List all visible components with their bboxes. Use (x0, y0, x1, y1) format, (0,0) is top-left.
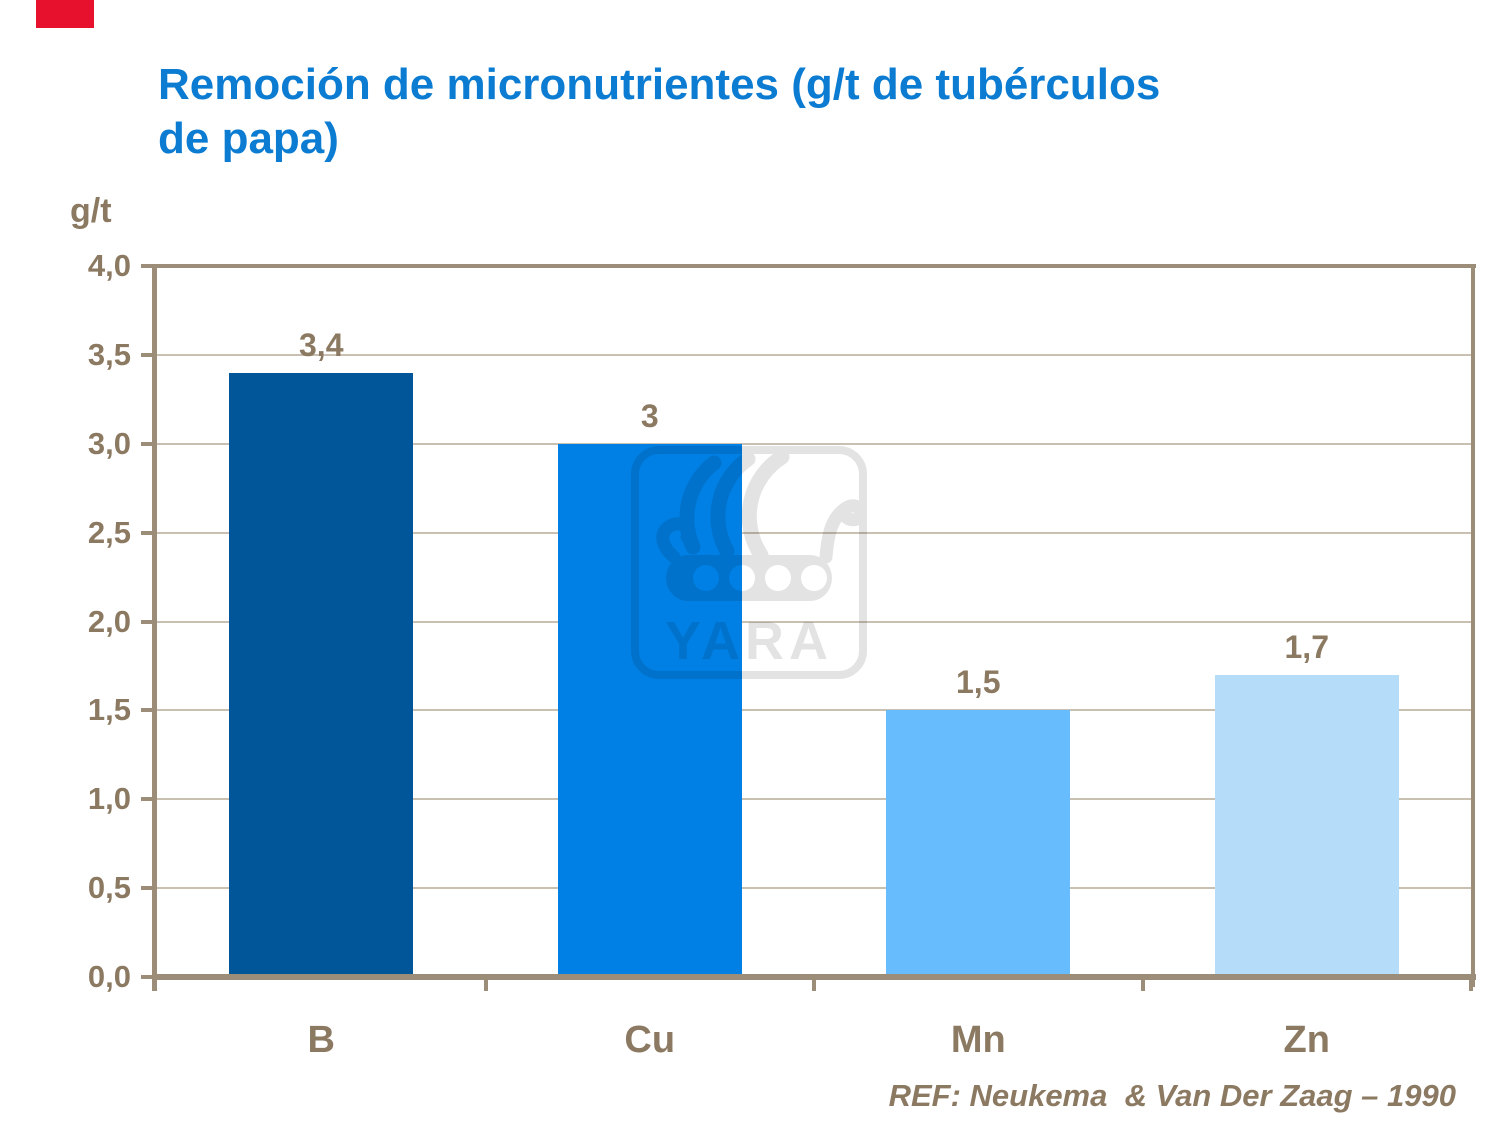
gridline-1,5 (157, 709, 1471, 712)
y-tick-label-1,0: 1,0 (87, 781, 131, 817)
y-tick-label-1,5: 1,5 (87, 692, 131, 728)
viking-ship-sail-icon (710, 451, 756, 559)
plot-border-right (1471, 264, 1475, 987)
viking-ship-stern-icon (819, 499, 867, 564)
category-label-b: B (307, 1019, 335, 1061)
gridline-2,5 (157, 531, 1471, 534)
y-axis-tick-3,5 (141, 352, 157, 357)
bar-mn (886, 710, 1071, 977)
viking-ship-hull-icon (666, 555, 832, 601)
category-label-mn: Mn (950, 1019, 1006, 1061)
yara-watermark-border (631, 446, 867, 679)
y-tick-label-3,5: 3,5 (87, 336, 131, 372)
y-axis-tick-2,5 (141, 530, 157, 535)
gridline-2,0 (157, 620, 1471, 623)
y-axis-tick-1,5 (141, 708, 157, 713)
plot-area: YARA 0,0 0,5 1,0 1,5 2,0 2,5 3,0 3,5 4,0 3,4 B 3 Cu 1… (88, 249, 1476, 1061)
y-tick-label-0,0: 0,0 (87, 959, 131, 994)
gridline-1,0 (157, 798, 1471, 801)
y-axis-tick-3,0 (141, 441, 157, 446)
y-axis-unit-label: g/t (70, 192, 112, 230)
x-axis-tick-2 (812, 977, 816, 991)
x-axis-tick-3 (1140, 977, 1145, 991)
y-axis-tick-1,0 (141, 797, 157, 802)
y-axis-tick-0,5 (141, 886, 157, 891)
x-axis-tick-1 (483, 977, 488, 991)
viking-ship-icon (656, 449, 867, 601)
viking-ship-prow-icon (656, 517, 695, 564)
gridline-3,0 (157, 442, 1471, 445)
plot-border-top (152, 264, 1476, 268)
value-label-b: 3,4 (299, 326, 344, 363)
gridline-0,5 (157, 887, 1471, 890)
chart-title: Remoción de micronutrientes (g/t de tubé… (158, 60, 1161, 163)
gridline-3,5 (157, 353, 1471, 356)
category-label-zn: Zn (1283, 1019, 1330, 1061)
y-axis-tick-0,0 (141, 975, 157, 979)
y-tick-label-3,0: 3,0 (87, 425, 131, 461)
value-label-zn: 1,7 (1284, 628, 1329, 665)
x-axis-line (152, 974, 1476, 980)
viking-ship-sail-icon (741, 449, 790, 563)
value-label-cu: 3 (640, 397, 659, 434)
value-label-mn: 1,5 (956, 664, 1001, 701)
y-axis-tick-4,0 (141, 264, 157, 268)
y-tick-label-2,0: 2,0 (87, 603, 131, 639)
yara-watermark-text: YARA (665, 611, 833, 671)
bar-cu (557, 443, 742, 977)
red-flag-decoration (36, 0, 94, 28)
y-axis-tick-2,0 (141, 619, 157, 624)
y-tick-label-2,5: 2,5 (87, 514, 131, 550)
yara-watermark: YARA (631, 446, 867, 679)
reference-text: REF: Neukema & Van Der Zaag – 1990 (888, 1078, 1456, 1113)
bar-b (229, 372, 414, 977)
y-tick-label-0,5: 0,5 (87, 870, 131, 906)
viking-ship-sail-icon (679, 455, 722, 555)
category-label-cu: Cu (624, 1019, 676, 1061)
y-axis-line (152, 264, 157, 991)
y-tick-label-4,0: 4,0 (87, 248, 131, 283)
bar-zn (1214, 674, 1399, 977)
